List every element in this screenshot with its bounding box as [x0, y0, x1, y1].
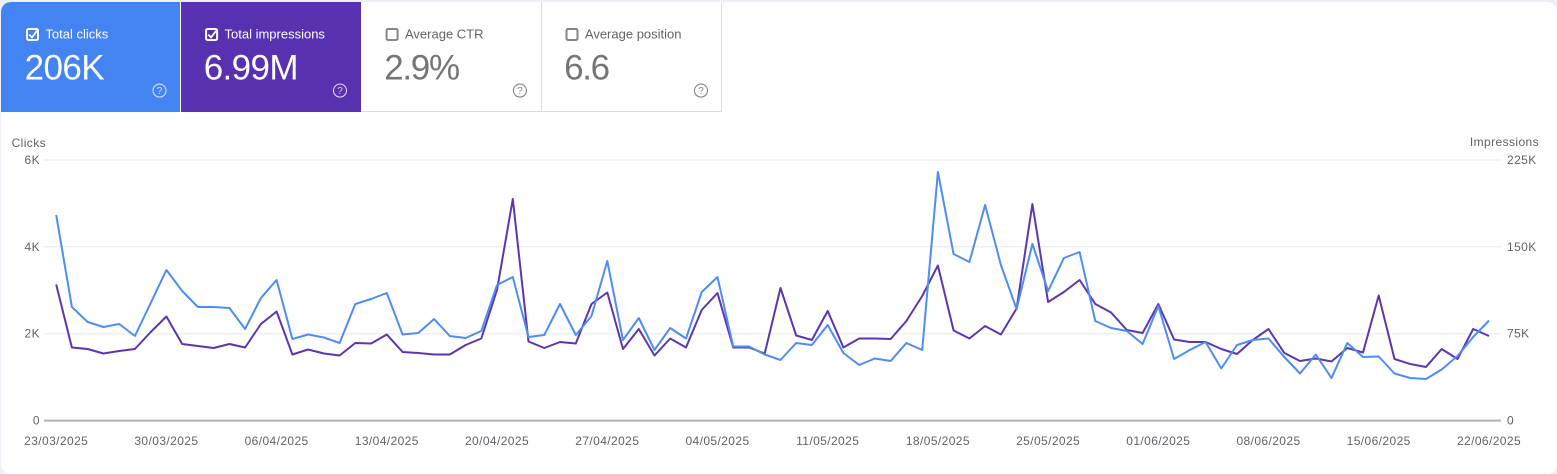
svg-text:4K: 4K — [25, 240, 40, 254]
svg-text:?: ? — [337, 86, 343, 97]
svg-text:23/03/2025: 23/03/2025 — [24, 434, 88, 448]
svg-text:Average position: Average position — [585, 26, 682, 41]
svg-text:13/04/2025: 13/04/2025 — [355, 434, 419, 448]
svg-text:18/05/2025: 18/05/2025 — [906, 434, 970, 448]
svg-text:?: ? — [698, 86, 704, 97]
svg-text:22/06/2025: 22/06/2025 — [1457, 434, 1521, 448]
svg-text:Total clicks: Total clicks — [45, 26, 108, 41]
svg-text:?: ? — [157, 86, 163, 97]
svg-text:20/04/2025: 20/04/2025 — [465, 434, 529, 448]
svg-text:06/04/2025: 06/04/2025 — [245, 434, 309, 448]
svg-text:08/06/2025: 08/06/2025 — [1236, 434, 1300, 448]
svg-text:6K: 6K — [25, 153, 40, 167]
svg-text:?: ? — [517, 86, 523, 97]
svg-text:6.99M: 6.99M — [204, 49, 298, 88]
svg-text:Average CTR: Average CTR — [405, 26, 484, 41]
svg-text:6.6: 6.6 — [564, 49, 609, 88]
svg-text:2K: 2K — [25, 327, 40, 341]
svg-text:25/05/2025: 25/05/2025 — [1016, 434, 1080, 448]
svg-text:206K: 206K — [25, 49, 105, 88]
svg-text:01/06/2025: 01/06/2025 — [1126, 434, 1190, 448]
svg-text:Impressions: Impressions — [1470, 135, 1539, 149]
svg-text:11/05/2025: 11/05/2025 — [796, 434, 859, 448]
svg-text:0: 0 — [1507, 414, 1514, 428]
svg-text:15/06/2025: 15/06/2025 — [1347, 434, 1411, 448]
svg-text:2.9%: 2.9% — [384, 49, 459, 88]
svg-text:27/04/2025: 27/04/2025 — [575, 434, 639, 448]
svg-text:0: 0 — [33, 414, 40, 428]
svg-text:30/03/2025: 30/03/2025 — [134, 434, 198, 448]
svg-text:04/05/2025: 04/05/2025 — [685, 434, 749, 448]
svg-text:150K: 150K — [1507, 240, 1537, 254]
svg-text:225K: 225K — [1507, 153, 1537, 167]
svg-text:Clicks: Clicks — [12, 136, 46, 150]
svg-text:75K: 75K — [1507, 327, 1530, 341]
svg-text:Total impressions: Total impressions — [225, 26, 326, 41]
